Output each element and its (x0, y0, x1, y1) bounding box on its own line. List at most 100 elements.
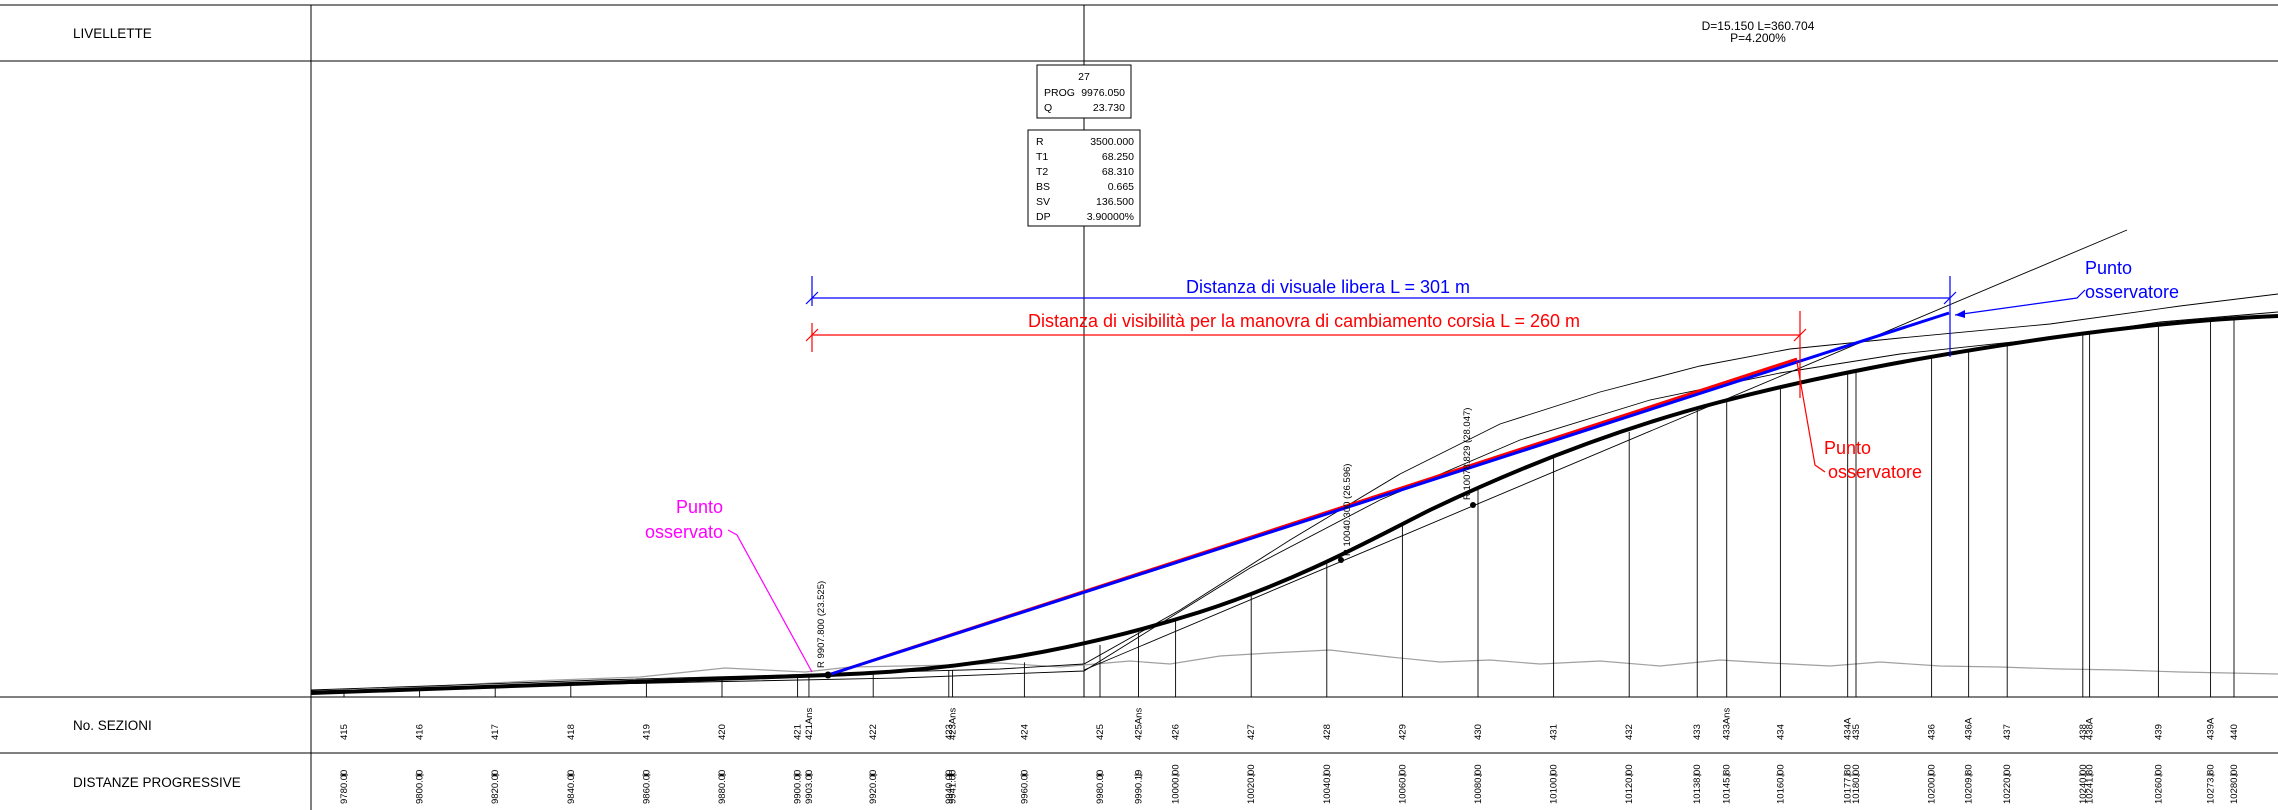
grade-tangent-line (1083, 229, 2128, 671)
section-number: 429 (1397, 724, 1408, 740)
section-number: 422 (868, 724, 879, 740)
vertex-box: 27 PROG 9976.050 Q 23.730 (1036, 64, 1132, 119)
section-number: 438A (2085, 717, 2096, 740)
section-distance: 9960.00 (1019, 770, 1030, 804)
curve-param-value: 3.90000% (1087, 211, 1134, 223)
section-distance: 9990.19 (1134, 770, 1145, 804)
blue-observer-text-1: Punto (2085, 258, 2132, 278)
red-observer-leader (1796, 361, 1826, 473)
section-number: 437 (2002, 724, 2013, 740)
section-lines (340, 318, 2238, 776)
section-distance: 10200.00 (1927, 764, 1938, 804)
section-number: 425 (1095, 724, 1106, 740)
curve-param-label: T2 (1036, 166, 1048, 178)
vertex-number: 27 (1078, 71, 1090, 83)
curve-param-label: BS (1036, 181, 1050, 193)
section-distance: 9900.00 (793, 770, 804, 804)
section-number: 433 (1692, 724, 1703, 740)
table-frame (0, 4, 2278, 810)
section-number: 438 (2078, 724, 2089, 740)
section-distance: 9940.00 (944, 770, 955, 804)
curve-param-value: 3500.000 (1090, 136, 1134, 148)
vertex-label-3: R 10078.829 (28.047) (1462, 408, 1473, 500)
secondary-profile-upper (310, 293, 2278, 691)
section-number: 426 (1171, 724, 1182, 740)
section-number: 424 (1019, 724, 1030, 740)
blue-observer-leader (1954, 289, 2086, 316)
section-number: 434A (1843, 717, 1854, 740)
section-distance: 9903.00 (804, 770, 815, 804)
blue-observer-arrow (1955, 310, 1965, 318)
section-number: 439A (2206, 717, 2217, 740)
blue-dimension (805, 276, 1957, 357)
section-number: 432 (1624, 724, 1635, 740)
section-distance: 9980.00 (1095, 770, 1106, 804)
vertex-prog-label: PROG (1044, 87, 1075, 99)
section-distance: 9860.00 (641, 770, 652, 804)
section-number: 423 (944, 724, 955, 740)
terrain-line (310, 649, 2278, 694)
observed-leader (727, 529, 813, 673)
section-number: 419 (641, 724, 652, 740)
section-labels: 415 9780.00 416 9800.00 417 9820.00 418 9840.00… (339, 708, 2240, 804)
section-distance: 10241.80 (2085, 764, 2096, 804)
section-distance: 10020.00 (1246, 764, 1257, 804)
main-profile (310, 314, 2278, 695)
section-number: 421 (793, 724, 804, 740)
section-distance: 10060.00 (1397, 764, 1408, 804)
section-number: 440 (2229, 724, 2240, 740)
curve-param-value: 68.310 (1102, 166, 1134, 178)
row-label-livellette: LIVELLETTE (73, 26, 152, 41)
curve-param-label: R (1036, 136, 1044, 148)
section-distance: 10160.00 (1775, 764, 1786, 804)
section-number: 435 (1851, 724, 1862, 740)
section-number: 436 (1927, 724, 1938, 740)
red-dimension (805, 311, 1807, 398)
section-distance: 9780.00 (339, 770, 350, 804)
section-number: 420 (717, 724, 728, 740)
curve-param-value: 68.250 (1102, 151, 1134, 163)
blue-dimension-label: Distanza di visuale libera L = 301 m (1186, 277, 1470, 297)
section-distance: 10280.00 (2229, 764, 2240, 804)
section-distance: 9800.00 (415, 770, 426, 804)
section-distance: 9920.00 (868, 770, 879, 804)
section-number: 417 (490, 724, 501, 740)
section-distance: 10080.00 (1473, 764, 1484, 804)
vertex-markers (824, 502, 1476, 679)
curve-param-label: SV (1036, 196, 1050, 208)
section-distance: 10000.00 (1171, 764, 1182, 804)
section-distance: 10209.80 (1964, 764, 1975, 804)
section-number: 433Ans (1722, 708, 1733, 740)
curve-param-label: DP (1036, 211, 1051, 223)
section-distance: 10138.00 (1692, 764, 1703, 804)
section-distance: 9820.00 (490, 770, 501, 804)
red-observer-text-1: Punto (1824, 438, 1871, 458)
vertex-label-2: R 10040.300 (26.596) (1342, 464, 1353, 556)
section-distance: 10260.00 (2153, 764, 2164, 804)
row-label-distanze: DISTANZE PROGRESSIVE (73, 775, 241, 790)
section-distance: 9840.00 (566, 770, 577, 804)
section-distance: 10220.00 (2002, 764, 2013, 804)
vertex-q-label: Q (1044, 102, 1052, 114)
observed-text-1: Punto (676, 497, 723, 517)
section-distance: 10040.00 (1322, 764, 1333, 804)
curve-param-label: T1 (1036, 151, 1048, 163)
red-observer-text-2: osservatore (1828, 462, 1922, 482)
curve-param-value: 0.665 (1108, 181, 1134, 193)
section-distance: 9880.00 (717, 770, 728, 804)
section-distance: 10177.80 (1843, 764, 1854, 804)
section-number: 428 (1322, 724, 1333, 740)
section-number: 421Ans (804, 708, 815, 740)
vertex-label-1: R 9907.800 (23.525) (816, 581, 827, 668)
vertex-q-value: 23.730 (1093, 102, 1125, 114)
section-distance: 10145.80 (1722, 764, 1733, 804)
section-distance: 10100.00 (1549, 764, 1560, 804)
section-distance: 10180.00 (1851, 764, 1862, 804)
section-distance: 10240.00 (2078, 764, 2089, 804)
section-number: 423Ans (948, 708, 959, 740)
red-dimension-label: Distanza di visibilità per la manovra di… (1028, 311, 1580, 331)
curve-param-value: 136.500 (1096, 196, 1134, 208)
blue-observer-text-2: osservatore (2085, 282, 2179, 302)
section-number: 418 (566, 724, 577, 740)
section-number: 416 (415, 724, 426, 740)
